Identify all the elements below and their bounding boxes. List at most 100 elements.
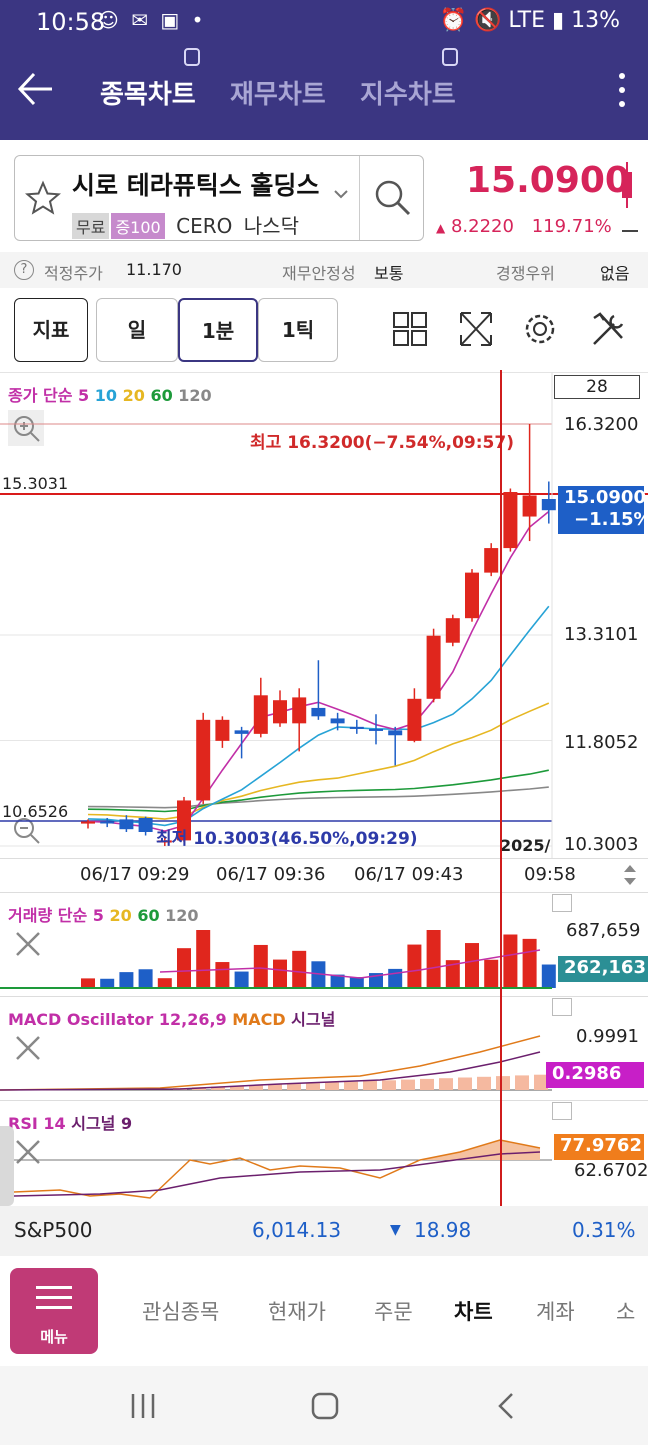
ma5-label: 5 (78, 386, 90, 405)
volume-bar (215, 962, 230, 988)
search-icon[interactable] (373, 176, 413, 220)
ma60-line (87, 769, 549, 813)
help-icon[interactable]: ? (14, 260, 34, 280)
volume-bar (100, 978, 115, 988)
market-index-row[interactable]: S&P500 6,014.13 ▼ 18.98 0.31% (0, 1206, 648, 1256)
x-tick-label: 09:58 (524, 864, 576, 885)
rsi-panel[interactable] (0, 1100, 648, 1206)
tab-financial-chart[interactable]: 재무차트 (230, 80, 326, 110)
crosshair-line[interactable] (500, 370, 502, 1206)
macd-oscillator-bar (325, 1082, 339, 1090)
macd-oscillator-bar (420, 1078, 434, 1090)
macd-oscillator-bar (344, 1081, 358, 1090)
volume-bar (253, 944, 268, 988)
scroll-updown-icon[interactable] (622, 862, 638, 888)
close-icon[interactable] (14, 1034, 42, 1062)
candle-body (426, 635, 441, 699)
settings-gear-icon[interactable] (522, 310, 558, 348)
candle-body (292, 697, 307, 724)
nav-chart[interactable]: 차트 (454, 1300, 493, 1324)
volume-bar (234, 971, 249, 988)
macd-title: MACD Oscillator 12,26,9 (8, 1010, 227, 1029)
volume-panel[interactable] (0, 892, 648, 992)
volume-chart-svg (0, 930, 556, 989)
nav-more[interactable]: 소 (616, 1300, 636, 1324)
panel-menu-icon[interactable] (552, 998, 572, 1016)
rsi-line (13, 1139, 541, 1199)
stock-price: 15.0900 (466, 160, 630, 201)
macd-oscillator-bar (496, 1076, 510, 1090)
stock-ticker: CERO (176, 214, 233, 238)
chevron-down-icon[interactable] (333, 188, 349, 200)
candle-body (253, 695, 268, 734)
tools-icon[interactable] (590, 310, 626, 348)
layout-grid-icon[interactable] (392, 310, 428, 348)
favorite-star-icon[interactable] (25, 180, 61, 216)
rsi-signal-line (13, 1151, 541, 1197)
macd-tag: 0.2986 (546, 1062, 644, 1088)
index-name: S&P500 (14, 1218, 93, 1242)
volume-bar (522, 938, 537, 988)
nav-current-price[interactable]: 현재가 (268, 1300, 326, 1324)
x-tick-label: 06/17 09:29 (80, 864, 190, 885)
candle-body (388, 730, 403, 736)
volume-y-tick: 687,659 (566, 920, 641, 941)
side-drawer-handle[interactable] (0, 1126, 14, 1206)
period-1tick-button[interactable]: 1틱 (258, 298, 338, 362)
candle-body (503, 492, 518, 549)
candle-body (330, 718, 345, 724)
volume-bar (388, 968, 403, 988)
stock-market: 나스닥 (243, 214, 299, 238)
candle-body (138, 817, 153, 833)
candle-count-box[interactable]: 28 (554, 375, 640, 399)
back-arrow-icon[interactable] (16, 66, 56, 112)
panel-menu-icon[interactable] (552, 1102, 572, 1120)
minus-icon[interactable] (622, 230, 638, 232)
rsi-chart-svg (0, 1139, 552, 1199)
status-notification-icons: ☺ ✉ ▣ • (98, 8, 207, 32)
index-value: 6,014.13 (252, 1218, 342, 1242)
rsi-title: RSI 14 (8, 1114, 66, 1133)
menu-button[interactable]: 메뉴 (10, 1268, 98, 1354)
volume-bar (177, 948, 191, 988)
recent-apps-icon[interactable] (128, 1392, 158, 1420)
price-chart-area[interactable] (0, 372, 648, 858)
volume-title: 거래량 단순 (8, 906, 88, 925)
change-percent: 119.71% (531, 216, 612, 237)
macd-oscillator-bar (439, 1078, 453, 1090)
ma120-label: 120 (178, 386, 212, 405)
candle-body (407, 698, 422, 741)
rsi-tag: 77.9762 (554, 1134, 644, 1160)
rsi-overbought-fill (420, 1140, 540, 1160)
more-menu-icon[interactable] (612, 70, 632, 114)
candle-body (177, 800, 191, 841)
nav-account[interactable]: 계좌 (536, 1300, 575, 1324)
tab-index-chart[interactable]: 지수차트 (360, 80, 456, 110)
zoom-in-icon[interactable] (8, 410, 44, 446)
valuation-info-row: ? 적정주가 11.170 재무안정성 보통 경쟁우위 없음 (0, 252, 648, 288)
period-1min-button[interactable]: 1분 (178, 298, 258, 362)
candle-body (119, 819, 134, 830)
zoom-out-icon[interactable] (8, 812, 44, 848)
home-icon[interactable] (310, 1392, 340, 1420)
hline-label-bottom: 10.6526 (2, 802, 69, 821)
nav-watchlist[interactable]: 관심종목 (142, 1300, 220, 1324)
candle-body (349, 726, 364, 729)
back-icon[interactable] (494, 1392, 518, 1420)
ma-legend-label: 종가 단순 (8, 386, 73, 405)
tag-margin: 증100 (111, 213, 165, 239)
tab-stock-chart[interactable]: 종목차트 (100, 80, 196, 110)
macd-line-label: MACD (232, 1010, 286, 1029)
stock-selector[interactable] (14, 155, 424, 241)
close-icon[interactable] (14, 930, 42, 958)
divider (359, 156, 360, 240)
nav-order[interactable]: 주문 (374, 1300, 413, 1324)
macd-oscillator-bar (477, 1076, 491, 1090)
indicator-button[interactable]: 지표 (14, 298, 88, 362)
period-day-button[interactable]: 일 (96, 298, 178, 362)
macd-panel[interactable] (0, 996, 648, 1100)
close-icon[interactable] (14, 1138, 42, 1166)
fullscreen-icon[interactable] (458, 310, 494, 348)
panel-menu-icon[interactable] (552, 894, 572, 912)
volume-bar (311, 961, 326, 988)
